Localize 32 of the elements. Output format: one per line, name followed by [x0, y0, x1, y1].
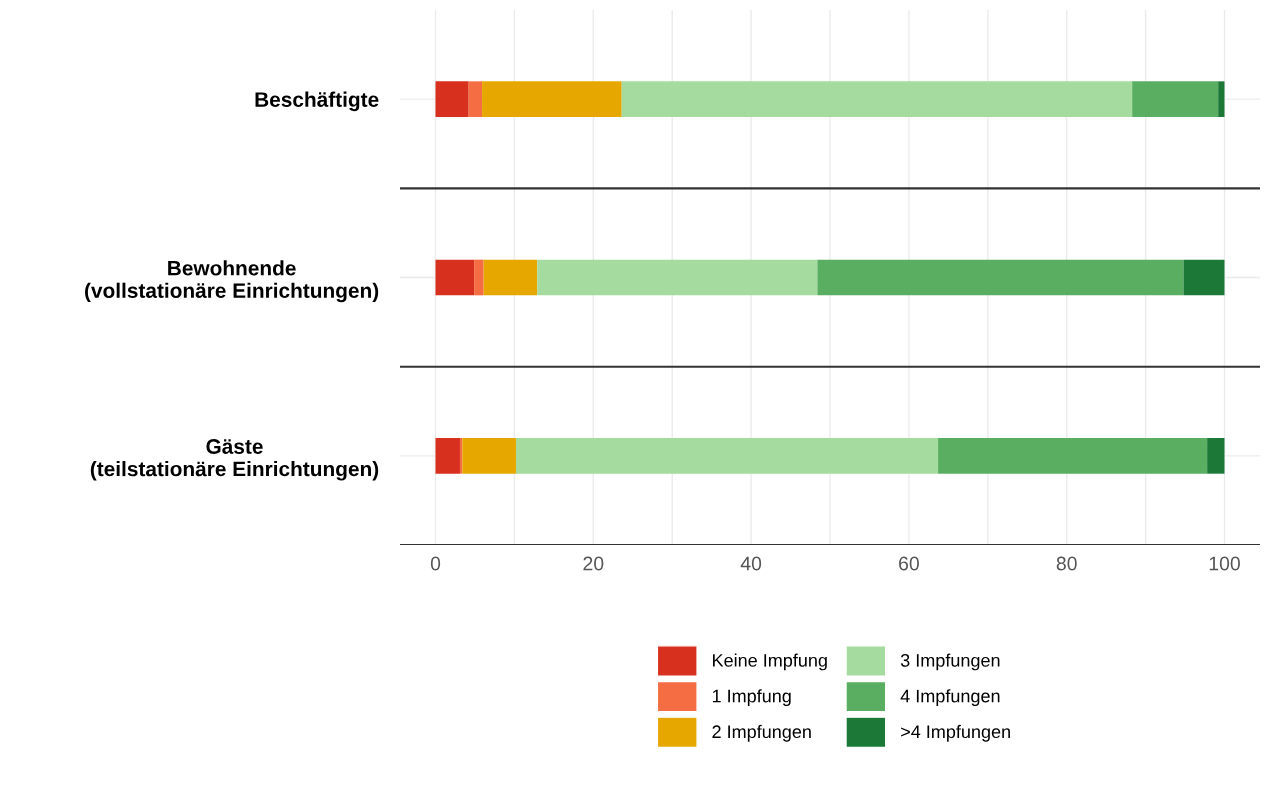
bar [515, 438, 939, 474]
y-tick-label: Beschäftigte [255, 91, 379, 112]
y-tick-label: Gäste (teilstationäre Einrichtungen) [90, 439, 379, 481]
bar [1218, 81, 1225, 117]
bar [817, 259, 1184, 296]
bar [435, 81, 469, 117]
legend-label: 2 Impfungen [712, 724, 811, 742]
x-tick-label: 60 [899, 556, 919, 571]
bar [435, 438, 460, 474]
legend-label: Keine Impfung [713, 653, 827, 671]
bar [435, 259, 475, 296]
bar [462, 438, 516, 474]
y-tick-label: Bewohnende (vollstationäre Einrichtungen) [85, 260, 379, 303]
x-tick-label: 40 [740, 556, 762, 571]
bar [938, 438, 1208, 474]
x-tick-label: 80 [1056, 556, 1077, 571]
legend-label: 3 Impfungen [900, 653, 1000, 671]
bar [474, 259, 484, 296]
bar [1132, 81, 1219, 117]
legend-label: >4 Impfungen [901, 724, 1010, 742]
x-tick-label: 20 [583, 556, 604, 571]
bar [1183, 259, 1225, 296]
bar [621, 81, 1133, 117]
legend-label: 4 Impfungen [900, 689, 1000, 707]
bar [468, 81, 483, 117]
bar [1207, 438, 1225, 474]
x-tick-label: 100 [1209, 556, 1240, 571]
legend-label: 1 Impfung [712, 689, 791, 707]
x-tick-label: 0 [430, 556, 441, 571]
bar [483, 259, 538, 296]
bar [482, 81, 622, 117]
bar [537, 259, 818, 296]
